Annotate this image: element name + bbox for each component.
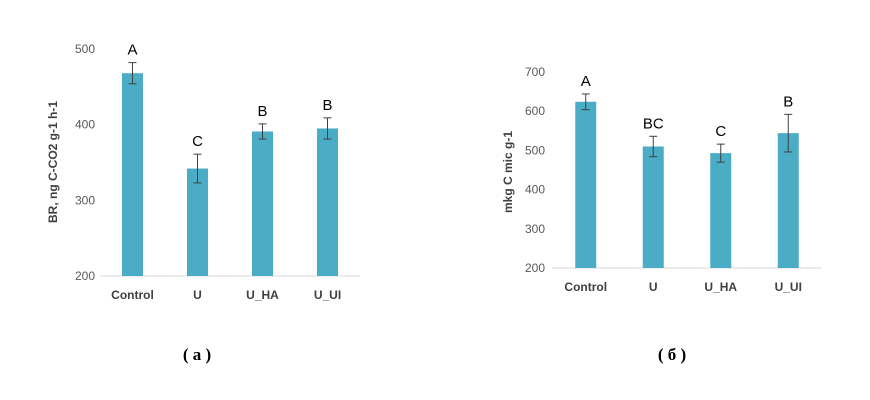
y-axis-label: mkg C mic g-1 bbox=[501, 131, 515, 213]
bar bbox=[710, 153, 732, 268]
y-tick-label: 600 bbox=[525, 104, 545, 118]
significance-letter: C bbox=[192, 133, 203, 150]
significance-letter: BC bbox=[643, 115, 664, 132]
x-tick-label: U_UI bbox=[775, 280, 802, 294]
y-tick-label: 200 bbox=[75, 269, 95, 283]
bar bbox=[122, 73, 143, 276]
y-tick-label: 400 bbox=[525, 183, 545, 197]
y-tick-label: 400 bbox=[75, 118, 95, 132]
x-tick-label: Control bbox=[564, 280, 607, 294]
bar bbox=[777, 133, 799, 268]
x-tick-label: U_UI bbox=[314, 288, 341, 302]
chart-panel-a: 200 300 400 500 BR, ng C-CO2 g-1 h-1 A Control… bbox=[46, 42, 360, 364]
bar bbox=[187, 168, 208, 276]
significance-letter: C bbox=[715, 123, 726, 140]
x-tick-label: U bbox=[649, 280, 658, 294]
y-tick-label: 500 bbox=[75, 42, 95, 56]
x-tick-label: U_HA bbox=[246, 288, 279, 302]
x-tick-label: Control bbox=[111, 288, 154, 302]
bar bbox=[252, 131, 273, 276]
y-tick-label: 300 bbox=[525, 222, 545, 236]
bar bbox=[575, 101, 597, 269]
bar bbox=[317, 128, 338, 276]
y-axis-label: BR, ng C-CO2 g-1 h-1 bbox=[46, 101, 60, 223]
significance-letter: B bbox=[783, 93, 793, 110]
y-tick-label: 700 bbox=[525, 65, 545, 79]
bar bbox=[642, 146, 664, 268]
panel-caption: ( б ) bbox=[658, 345, 686, 364]
significance-letter: B bbox=[322, 97, 332, 114]
panel-caption: ( а ) bbox=[183, 345, 211, 364]
x-tick-label: U bbox=[193, 288, 202, 302]
y-tick-label: 500 bbox=[525, 143, 545, 157]
y-tick-label: 300 bbox=[75, 193, 95, 207]
x-tick-label: U_HA bbox=[704, 280, 737, 294]
significance-letter: B bbox=[257, 103, 267, 120]
significance-letter: A bbox=[127, 42, 137, 59]
y-tick-label: 200 bbox=[525, 261, 545, 275]
chart-panel-b: 200 300 400 500 600 700 mkg C mic g-1 A Control B… bbox=[501, 65, 822, 364]
significance-letter: A bbox=[581, 73, 591, 90]
